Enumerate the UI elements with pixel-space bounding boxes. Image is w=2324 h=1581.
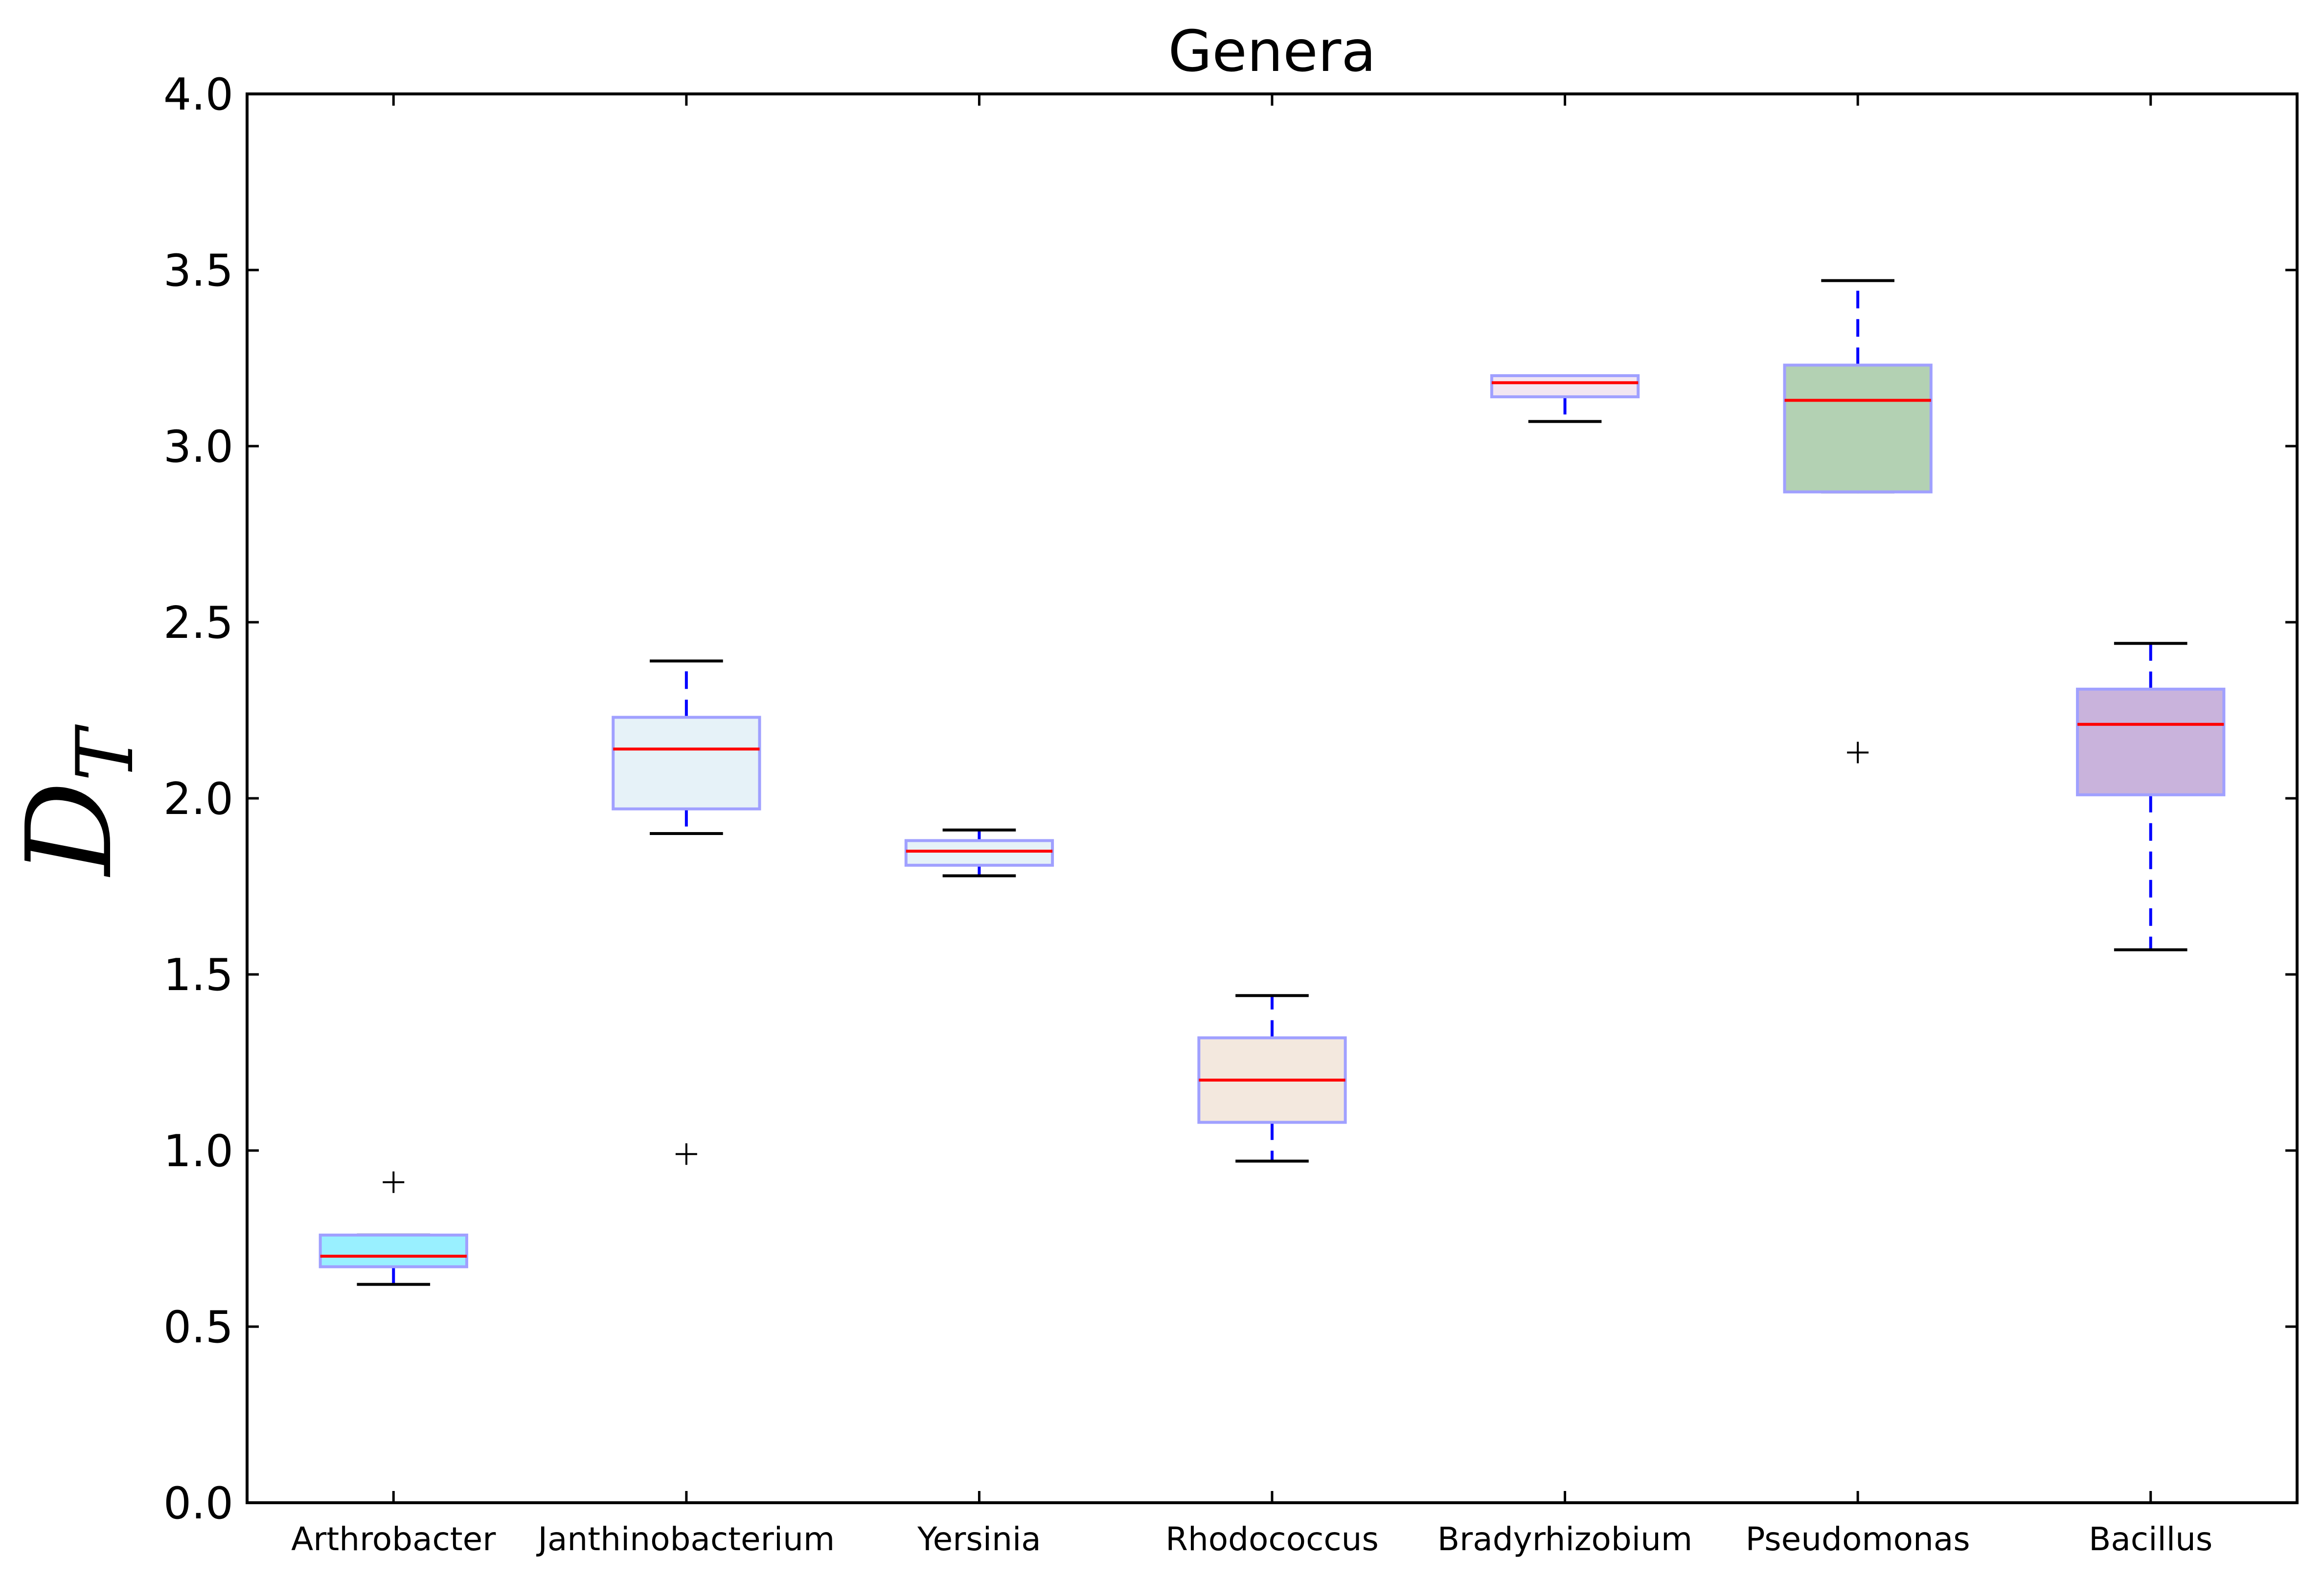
y-tick-label: 1.0 (163, 1126, 233, 1177)
box-bacillus (2076, 642, 2226, 951)
outlier-marker (675, 1143, 697, 1165)
chart-title: Genera (1168, 19, 1376, 85)
x-tick-label: Pseudomonas (1746, 1520, 1970, 1558)
box-arthrobacter (319, 1171, 468, 1286)
y-tick-label: 3.5 (163, 245, 233, 296)
y-tick-label: 3.0 (163, 421, 233, 473)
y-tick-label: 0.5 (163, 1302, 233, 1353)
box-bradyrhizobium (1490, 374, 1640, 423)
x-tick-label: Bacillus (2089, 1520, 2212, 1558)
box-pseudomonas (1783, 279, 1933, 764)
box-rhodococcus (1197, 994, 1347, 1163)
y-axis-label-subscript: T (59, 724, 151, 781)
box-body (1783, 363, 1933, 494)
box-janthinobacterium (612, 659, 761, 1165)
y-tick-label: 2.0 (163, 773, 233, 825)
box-yersinia (904, 828, 1054, 878)
y-tick-label: 0.0 (163, 1478, 233, 1529)
x-tick-label: Rhodococcus (1165, 1520, 1379, 1558)
outlier-marker (383, 1171, 405, 1193)
outlier-marker (1847, 742, 1869, 764)
ticks-layer: 0.0 0.5 1.0 1.5 2.0 2.5 3.0 3.5 4.0 Arthrobacter J… (163, 69, 2297, 1558)
box-body (1490, 374, 1640, 399)
y-tick-label: 1.5 (163, 949, 233, 1001)
boxes-layer (319, 279, 2226, 1286)
y-axis-label: DT (1, 724, 151, 877)
x-tick-label: Yersinia (917, 1520, 1041, 1558)
x-tick-label: Arthrobacter (291, 1520, 496, 1558)
x-tick-label: Janthinobacterium (536, 1520, 835, 1558)
box-body (2076, 687, 2226, 796)
box-body (319, 1233, 468, 1268)
box-body (612, 716, 761, 811)
y-tick-label: 4.0 (163, 69, 233, 120)
y-tick-label: 2.5 (163, 597, 233, 649)
box-body (904, 839, 1054, 867)
svg-text:DT: DT (1, 724, 151, 877)
x-tick-label: Bradyrhizobium (1437, 1520, 1692, 1558)
y-axis-label-main: D (1, 781, 138, 877)
